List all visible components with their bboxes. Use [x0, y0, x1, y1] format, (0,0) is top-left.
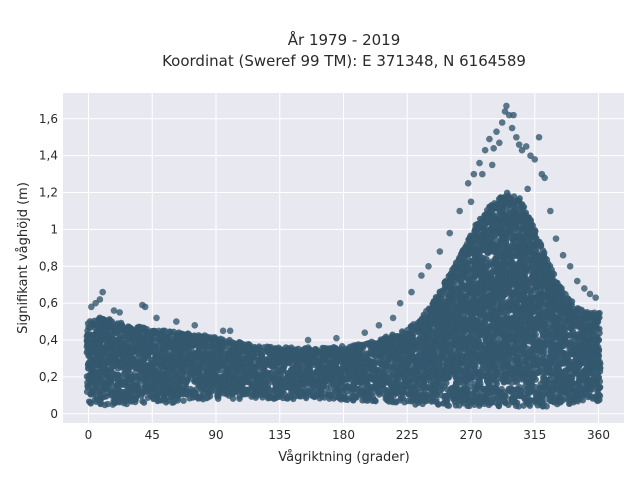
data-point [443, 379, 450, 387]
data-point [87, 400, 95, 407]
chart-title-line2: Koordinat (Sweref 99 TM): E 371348, N 61… [162, 52, 526, 70]
data-point [161, 327, 169, 334]
data-point [140, 399, 148, 406]
data-points [83, 102, 604, 410]
chart-title-line1: År 1979 - 2019 [288, 30, 401, 49]
data-point [372, 397, 379, 405]
data-point [445, 374, 452, 381]
data-point [132, 398, 139, 406]
data-point [477, 380, 484, 388]
data-point [180, 397, 187, 404]
data-point [445, 402, 453, 409]
data-point [104, 400, 111, 408]
